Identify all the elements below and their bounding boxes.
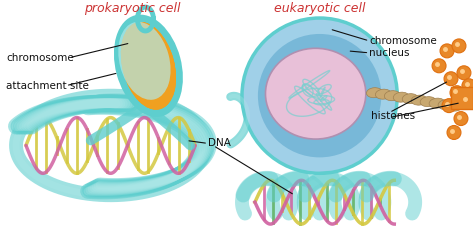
Circle shape xyxy=(457,66,471,80)
Text: DNA: DNA xyxy=(208,138,231,149)
FancyBboxPatch shape xyxy=(451,87,473,109)
Text: histones: histones xyxy=(371,111,416,120)
Ellipse shape xyxy=(438,100,454,110)
Circle shape xyxy=(454,112,468,126)
Text: attachment site: attachment site xyxy=(6,81,89,91)
Circle shape xyxy=(442,99,456,113)
Ellipse shape xyxy=(447,101,463,111)
Ellipse shape xyxy=(411,95,427,105)
Ellipse shape xyxy=(265,48,366,139)
Ellipse shape xyxy=(402,94,418,104)
Circle shape xyxy=(432,59,446,73)
Ellipse shape xyxy=(121,22,176,110)
Ellipse shape xyxy=(384,91,400,101)
Ellipse shape xyxy=(114,15,183,117)
Ellipse shape xyxy=(393,92,409,102)
Text: nucleus: nucleus xyxy=(369,48,410,58)
Text: prokaryotic cell: prokaryotic cell xyxy=(84,2,181,15)
Circle shape xyxy=(242,18,397,173)
Ellipse shape xyxy=(429,98,445,108)
Circle shape xyxy=(450,86,464,100)
Circle shape xyxy=(447,126,461,139)
Ellipse shape xyxy=(375,89,391,99)
Circle shape xyxy=(440,44,454,58)
Circle shape xyxy=(258,34,381,157)
Circle shape xyxy=(462,79,474,93)
Circle shape xyxy=(452,39,466,53)
Circle shape xyxy=(444,72,458,86)
Circle shape xyxy=(460,94,474,108)
Text: eukaryotic cell: eukaryotic cell xyxy=(274,2,365,15)
Text: chromosome: chromosome xyxy=(369,36,437,46)
Ellipse shape xyxy=(366,88,383,98)
Ellipse shape xyxy=(118,22,171,100)
Ellipse shape xyxy=(420,97,436,107)
Text: chromosome: chromosome xyxy=(6,53,74,63)
